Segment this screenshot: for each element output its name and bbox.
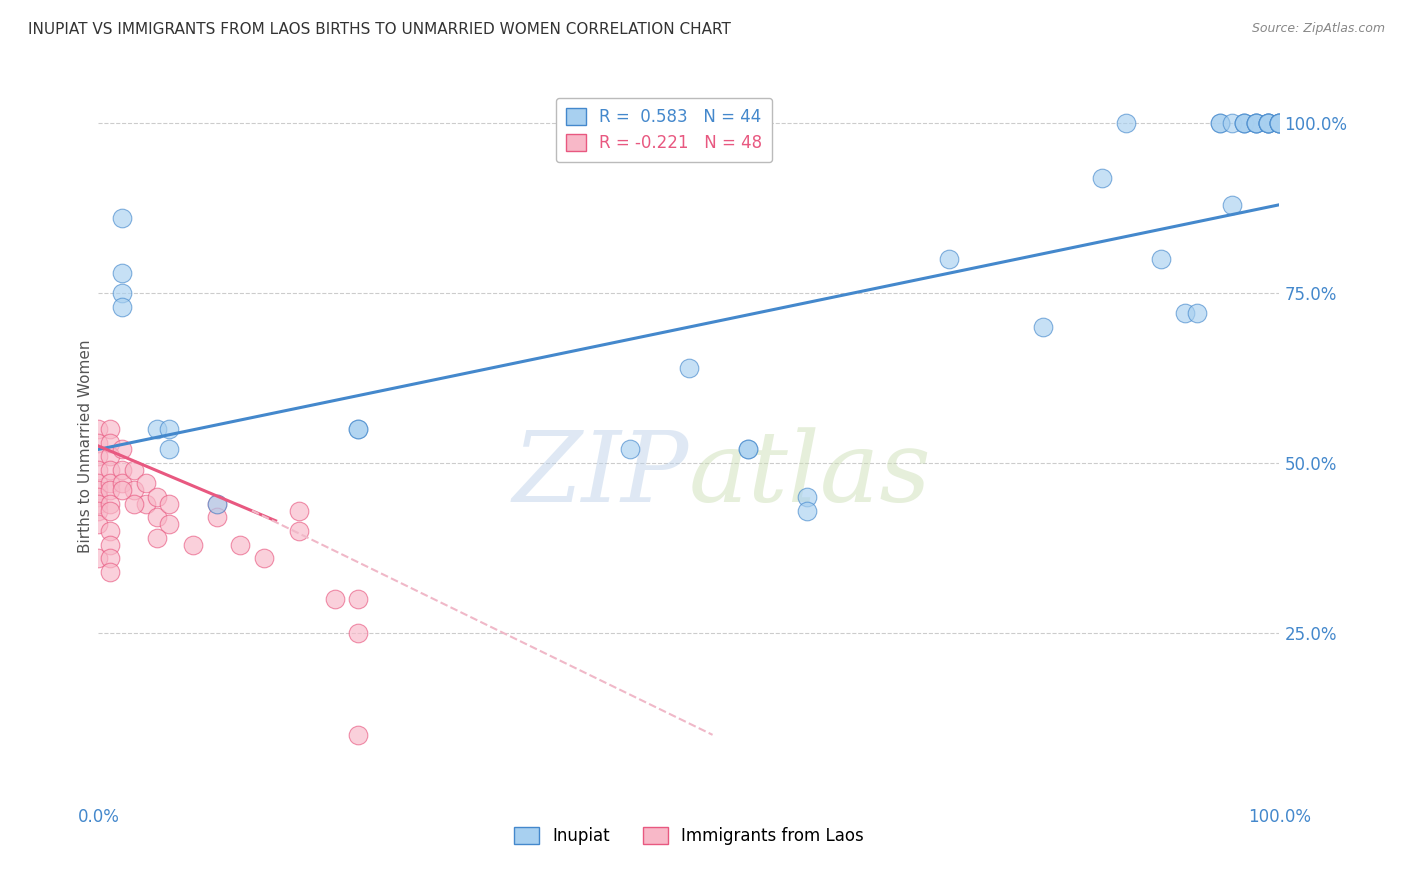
Point xyxy=(87,449,110,463)
Point xyxy=(1268,116,1291,130)
Point xyxy=(1257,116,1279,130)
Point xyxy=(87,435,110,450)
Point xyxy=(146,490,169,504)
Point xyxy=(87,422,110,436)
Point xyxy=(1150,252,1173,266)
Point xyxy=(678,360,700,375)
Point xyxy=(1268,116,1291,130)
Point xyxy=(87,503,110,517)
Point xyxy=(111,266,134,280)
Point xyxy=(98,551,121,566)
Point xyxy=(146,531,169,545)
Point xyxy=(1244,116,1267,130)
Point xyxy=(122,463,145,477)
Point xyxy=(347,422,370,436)
Point xyxy=(737,442,759,457)
Point xyxy=(87,517,110,532)
Point xyxy=(98,422,121,436)
Point xyxy=(205,510,228,524)
Point xyxy=(111,211,134,226)
Y-axis label: Births to Unmarried Women: Births to Unmarried Women xyxy=(77,339,93,553)
Point xyxy=(938,252,960,266)
Point xyxy=(1220,198,1243,212)
Point xyxy=(1244,116,1267,130)
Point xyxy=(98,565,121,579)
Point xyxy=(1032,320,1054,334)
Point xyxy=(229,537,252,551)
Point xyxy=(157,422,180,436)
Point xyxy=(1220,116,1243,130)
Point xyxy=(205,497,228,511)
Point xyxy=(98,463,121,477)
Point xyxy=(87,551,110,566)
Point xyxy=(157,442,180,457)
Point xyxy=(1174,306,1197,320)
Point xyxy=(87,497,110,511)
Point xyxy=(796,490,818,504)
Point xyxy=(146,510,169,524)
Text: Source: ZipAtlas.com: Source: ZipAtlas.com xyxy=(1251,22,1385,36)
Point xyxy=(111,442,134,457)
Point xyxy=(98,476,121,491)
Point xyxy=(288,524,311,538)
Point xyxy=(1091,170,1114,185)
Point xyxy=(98,483,121,498)
Text: ZIP: ZIP xyxy=(513,427,689,522)
Point xyxy=(1268,116,1291,130)
Point xyxy=(1233,116,1256,130)
Point xyxy=(98,537,121,551)
Point xyxy=(323,591,346,606)
Point xyxy=(1185,306,1208,320)
Point xyxy=(146,422,169,436)
Point xyxy=(619,442,641,457)
Point xyxy=(1244,116,1267,130)
Point xyxy=(796,503,818,517)
Point xyxy=(347,626,370,640)
Point xyxy=(1244,116,1267,130)
Point xyxy=(111,286,134,301)
Point xyxy=(157,517,180,532)
Point xyxy=(98,435,121,450)
Point xyxy=(1268,116,1291,130)
Text: atlas: atlas xyxy=(689,427,932,522)
Point xyxy=(98,503,121,517)
Point xyxy=(98,524,121,538)
Point xyxy=(1257,116,1279,130)
Point xyxy=(288,503,311,517)
Legend: Inupiat, Immigrants from Laos: Inupiat, Immigrants from Laos xyxy=(508,820,870,852)
Point xyxy=(111,476,134,491)
Point xyxy=(98,449,121,463)
Point xyxy=(737,442,759,457)
Point xyxy=(347,422,370,436)
Point xyxy=(87,463,110,477)
Point xyxy=(98,497,121,511)
Point xyxy=(111,300,134,314)
Point xyxy=(1233,116,1256,130)
Point xyxy=(347,728,370,742)
Point xyxy=(1209,116,1232,130)
Point xyxy=(157,497,180,511)
Point xyxy=(1268,116,1291,130)
Text: INUPIAT VS IMMIGRANTS FROM LAOS BIRTHS TO UNMARRIED WOMEN CORRELATION CHART: INUPIAT VS IMMIGRANTS FROM LAOS BIRTHS T… xyxy=(28,22,731,37)
Point xyxy=(87,476,110,491)
Point xyxy=(1233,116,1256,130)
Point xyxy=(1115,116,1137,130)
Point xyxy=(1257,116,1279,130)
Point xyxy=(205,497,228,511)
Point xyxy=(122,497,145,511)
Point xyxy=(87,490,110,504)
Point xyxy=(111,463,134,477)
Point xyxy=(253,551,276,566)
Point xyxy=(347,591,370,606)
Point xyxy=(1257,116,1279,130)
Point xyxy=(122,483,145,498)
Point xyxy=(135,497,157,511)
Point xyxy=(181,537,204,551)
Point xyxy=(111,483,134,498)
Point xyxy=(1257,116,1279,130)
Point xyxy=(87,483,110,498)
Point xyxy=(135,476,157,491)
Point xyxy=(1209,116,1232,130)
